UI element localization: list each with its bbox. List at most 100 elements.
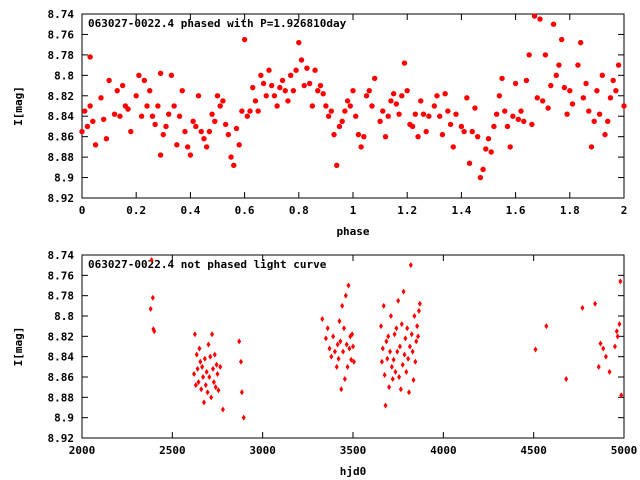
data-point <box>409 331 414 338</box>
y-tick-label: 8.86 <box>48 131 75 144</box>
data-point <box>250 84 256 91</box>
data-point <box>218 363 223 370</box>
data-point <box>317 82 324 89</box>
data-point <box>510 113 516 119</box>
data-point <box>150 294 155 301</box>
data-point <box>564 376 569 383</box>
data-point <box>192 370 197 377</box>
data-point <box>155 103 161 109</box>
data-point <box>415 133 421 140</box>
data-point <box>111 111 118 117</box>
data-point <box>461 128 467 135</box>
data-point <box>355 131 362 138</box>
data-point <box>437 113 443 119</box>
y-tick-label: 8.74 <box>48 249 75 262</box>
data-point <box>241 36 248 43</box>
data-point <box>447 121 454 128</box>
data-point <box>205 389 210 396</box>
data-point <box>477 174 484 181</box>
data-point <box>211 379 216 386</box>
data-point <box>537 16 543 22</box>
data-point <box>615 62 622 68</box>
y-tick-label: 8.74 <box>48 8 75 21</box>
data-point <box>179 87 185 94</box>
data-point <box>409 123 416 130</box>
data-point <box>397 374 402 380</box>
data-point <box>133 93 139 99</box>
data-point <box>389 363 394 370</box>
data-point <box>213 384 218 391</box>
data-point <box>182 128 188 135</box>
data-point <box>338 338 343 345</box>
data-point <box>323 335 328 342</box>
data-point <box>453 111 459 117</box>
data-point <box>100 116 107 122</box>
data-point <box>544 323 549 330</box>
data-point <box>200 363 205 370</box>
data-point <box>507 144 513 150</box>
data-point <box>416 307 421 314</box>
data-point <box>550 21 557 27</box>
data-point <box>366 87 372 94</box>
data-point <box>577 39 584 46</box>
data-point <box>327 345 332 352</box>
data-point <box>350 331 355 338</box>
data-point <box>533 346 538 353</box>
x-tick-label: 5000 <box>611 444 638 457</box>
data-point <box>504 123 511 130</box>
data-point <box>141 77 148 84</box>
data-point <box>523 77 530 84</box>
data-point <box>396 111 402 117</box>
data-point <box>148 305 153 312</box>
data-point <box>605 118 611 125</box>
data-point <box>136 72 142 79</box>
data-point <box>328 108 335 114</box>
x-tick-label: 0.2 <box>126 204 146 217</box>
x-tick-label: 1.4 <box>451 204 471 217</box>
data-point <box>171 103 177 109</box>
data-point <box>556 62 562 68</box>
data-point <box>274 103 280 109</box>
data-point <box>442 91 448 97</box>
data-point <box>98 95 104 101</box>
data-point <box>614 328 619 335</box>
x-tick-label: 0.8 <box>289 204 309 217</box>
data-point <box>192 331 197 338</box>
data-point <box>515 116 522 122</box>
y-tick-label: 8.86 <box>48 371 75 384</box>
data-point <box>114 87 120 94</box>
data-point <box>580 304 585 311</box>
data-point <box>144 103 150 109</box>
y-tick-label: 8.9 <box>54 172 74 185</box>
data-point <box>331 131 337 138</box>
data-point <box>214 93 221 99</box>
data-point <box>371 75 378 82</box>
data-point <box>553 72 559 79</box>
data-point <box>621 103 627 109</box>
data-point <box>353 113 359 119</box>
data-point <box>383 402 388 409</box>
data-point <box>337 318 342 325</box>
data-point <box>386 333 391 340</box>
data-point <box>363 93 370 99</box>
data-point <box>138 113 145 119</box>
data-point <box>79 128 85 135</box>
data-point <box>610 77 616 84</box>
data-point <box>347 103 353 109</box>
data-point <box>212 351 217 358</box>
data-point <box>458 123 465 130</box>
data-point <box>241 414 246 421</box>
data-point <box>400 361 405 368</box>
data-point <box>193 382 198 389</box>
data-point <box>588 144 595 150</box>
data-point <box>331 333 336 340</box>
data-point <box>594 87 600 94</box>
data-point <box>369 103 375 109</box>
data-point <box>545 105 551 111</box>
data-point <box>388 348 393 355</box>
data-point <box>84 123 91 130</box>
data-point <box>619 392 624 399</box>
data-point <box>407 389 412 396</box>
data-point <box>260 80 267 87</box>
plot-frame <box>81 13 625 199</box>
